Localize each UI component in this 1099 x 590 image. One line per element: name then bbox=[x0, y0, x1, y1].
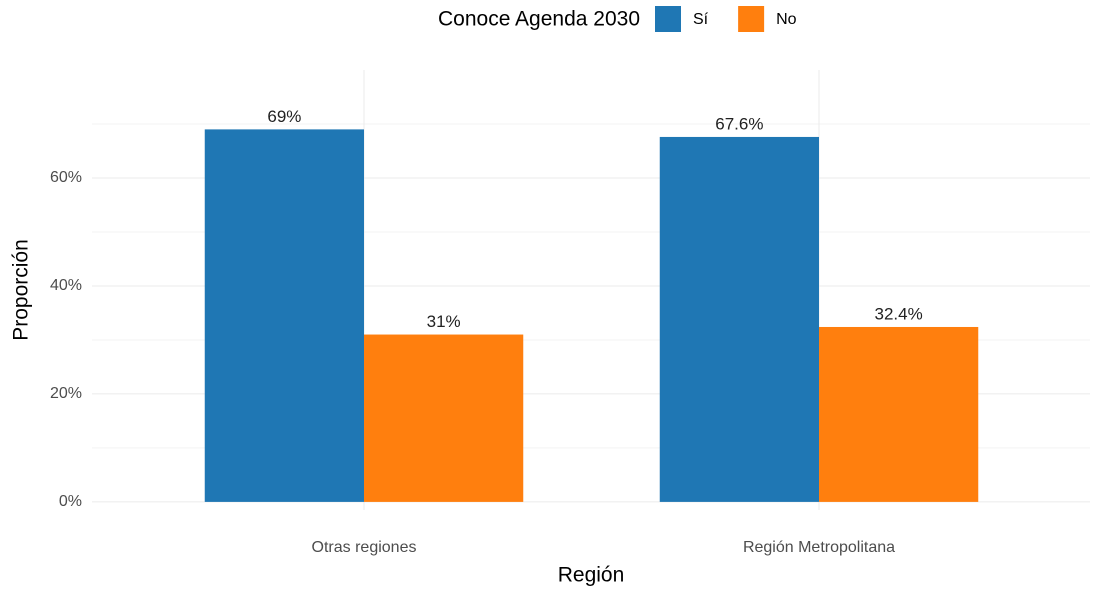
legend-label: Sí bbox=[693, 11, 709, 28]
x-tick-label: Región Metropolitana bbox=[743, 539, 895, 556]
bar bbox=[364, 334, 524, 502]
y-tick-label: 20% bbox=[50, 385, 82, 402]
bar bbox=[659, 136, 819, 502]
y-tick-label: 40% bbox=[50, 277, 82, 294]
legend-swatch bbox=[738, 6, 765, 32]
bar bbox=[819, 326, 979, 502]
y-axis-label: Proporción bbox=[10, 239, 33, 341]
x-tick-label: Otras regiones bbox=[312, 539, 417, 556]
y-tick-label: 60% bbox=[50, 169, 82, 186]
value-label: 69% bbox=[267, 107, 301, 126]
legend-title: Conoce Agenda 2030 bbox=[438, 8, 640, 31]
legend-label: No bbox=[776, 11, 797, 28]
y-tick-label: 0% bbox=[59, 493, 82, 510]
legend-swatch bbox=[655, 6, 681, 32]
value-label: 31% bbox=[427, 312, 461, 331]
x-axis-label: Región bbox=[558, 564, 625, 587]
bar bbox=[204, 129, 364, 502]
value-label: 32.4% bbox=[875, 304, 923, 323]
value-label: 67.6% bbox=[715, 114, 763, 133]
